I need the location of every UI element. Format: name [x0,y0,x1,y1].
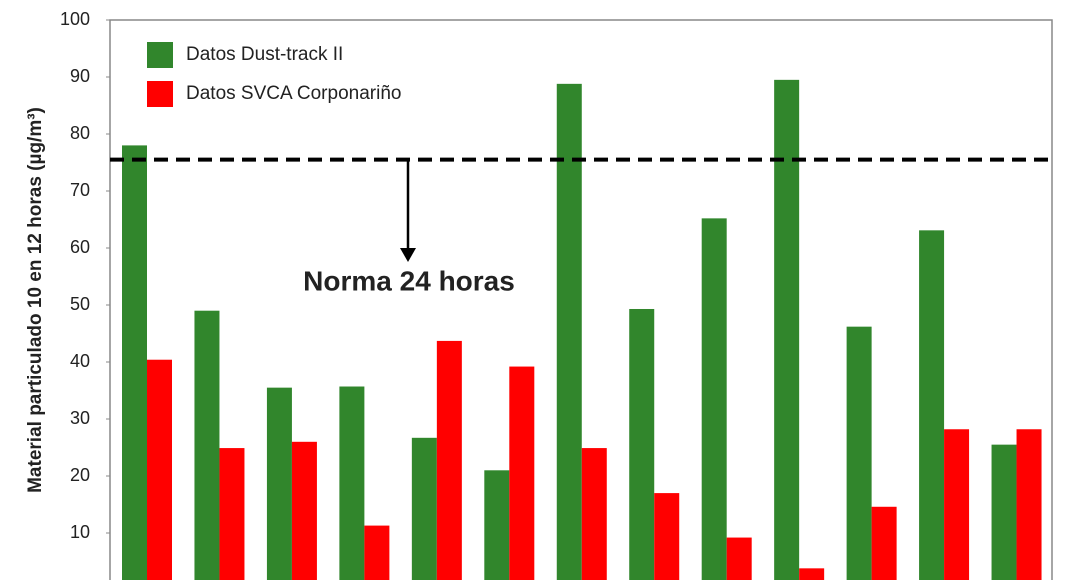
bar [629,308,655,580]
bar [774,79,800,580]
y-tick-label: 40 [70,351,90,371]
bar [919,230,945,580]
y-tick-label: 60 [70,237,90,257]
legend-swatch [147,81,173,107]
bar [147,359,172,580]
bar [339,386,365,580]
legend-label: Datos SVCA Corponariño [186,83,401,104]
legend-swatch [147,42,173,68]
bar [122,145,147,580]
bar [484,470,510,580]
bar [436,340,462,580]
y-tick-label: 80 [70,123,90,143]
bar [846,326,872,580]
y-tick-label: 50 [70,294,90,314]
bar [944,429,970,580]
bar [556,83,582,580]
y-tick-label: 20 [70,465,90,485]
annotation: Norma 24 horas [303,265,515,296]
bar [726,537,752,580]
bar [364,525,390,580]
bar [654,493,680,580]
annotation-arrowhead [400,248,416,262]
bar [581,448,607,580]
bar [194,310,220,580]
bar [991,444,1017,580]
bar [1016,429,1042,580]
bar [799,568,825,580]
bar [871,506,897,580]
bar [291,441,317,580]
bar [219,448,245,580]
y-tick-label: 90 [70,66,90,86]
bar [411,437,437,580]
bar [509,366,535,580]
y-tick-label: 100 [60,9,90,29]
bar [701,218,727,580]
y-tick-label: 70 [70,180,90,200]
y-axis-label: Material particulado 10 en 12 horas (µg/… [25,107,46,493]
legend-label: Datos Dust-track II [186,44,343,65]
bar [266,387,292,580]
y-tick-label: 30 [70,408,90,428]
y-tick-label: 10 [70,522,90,542]
